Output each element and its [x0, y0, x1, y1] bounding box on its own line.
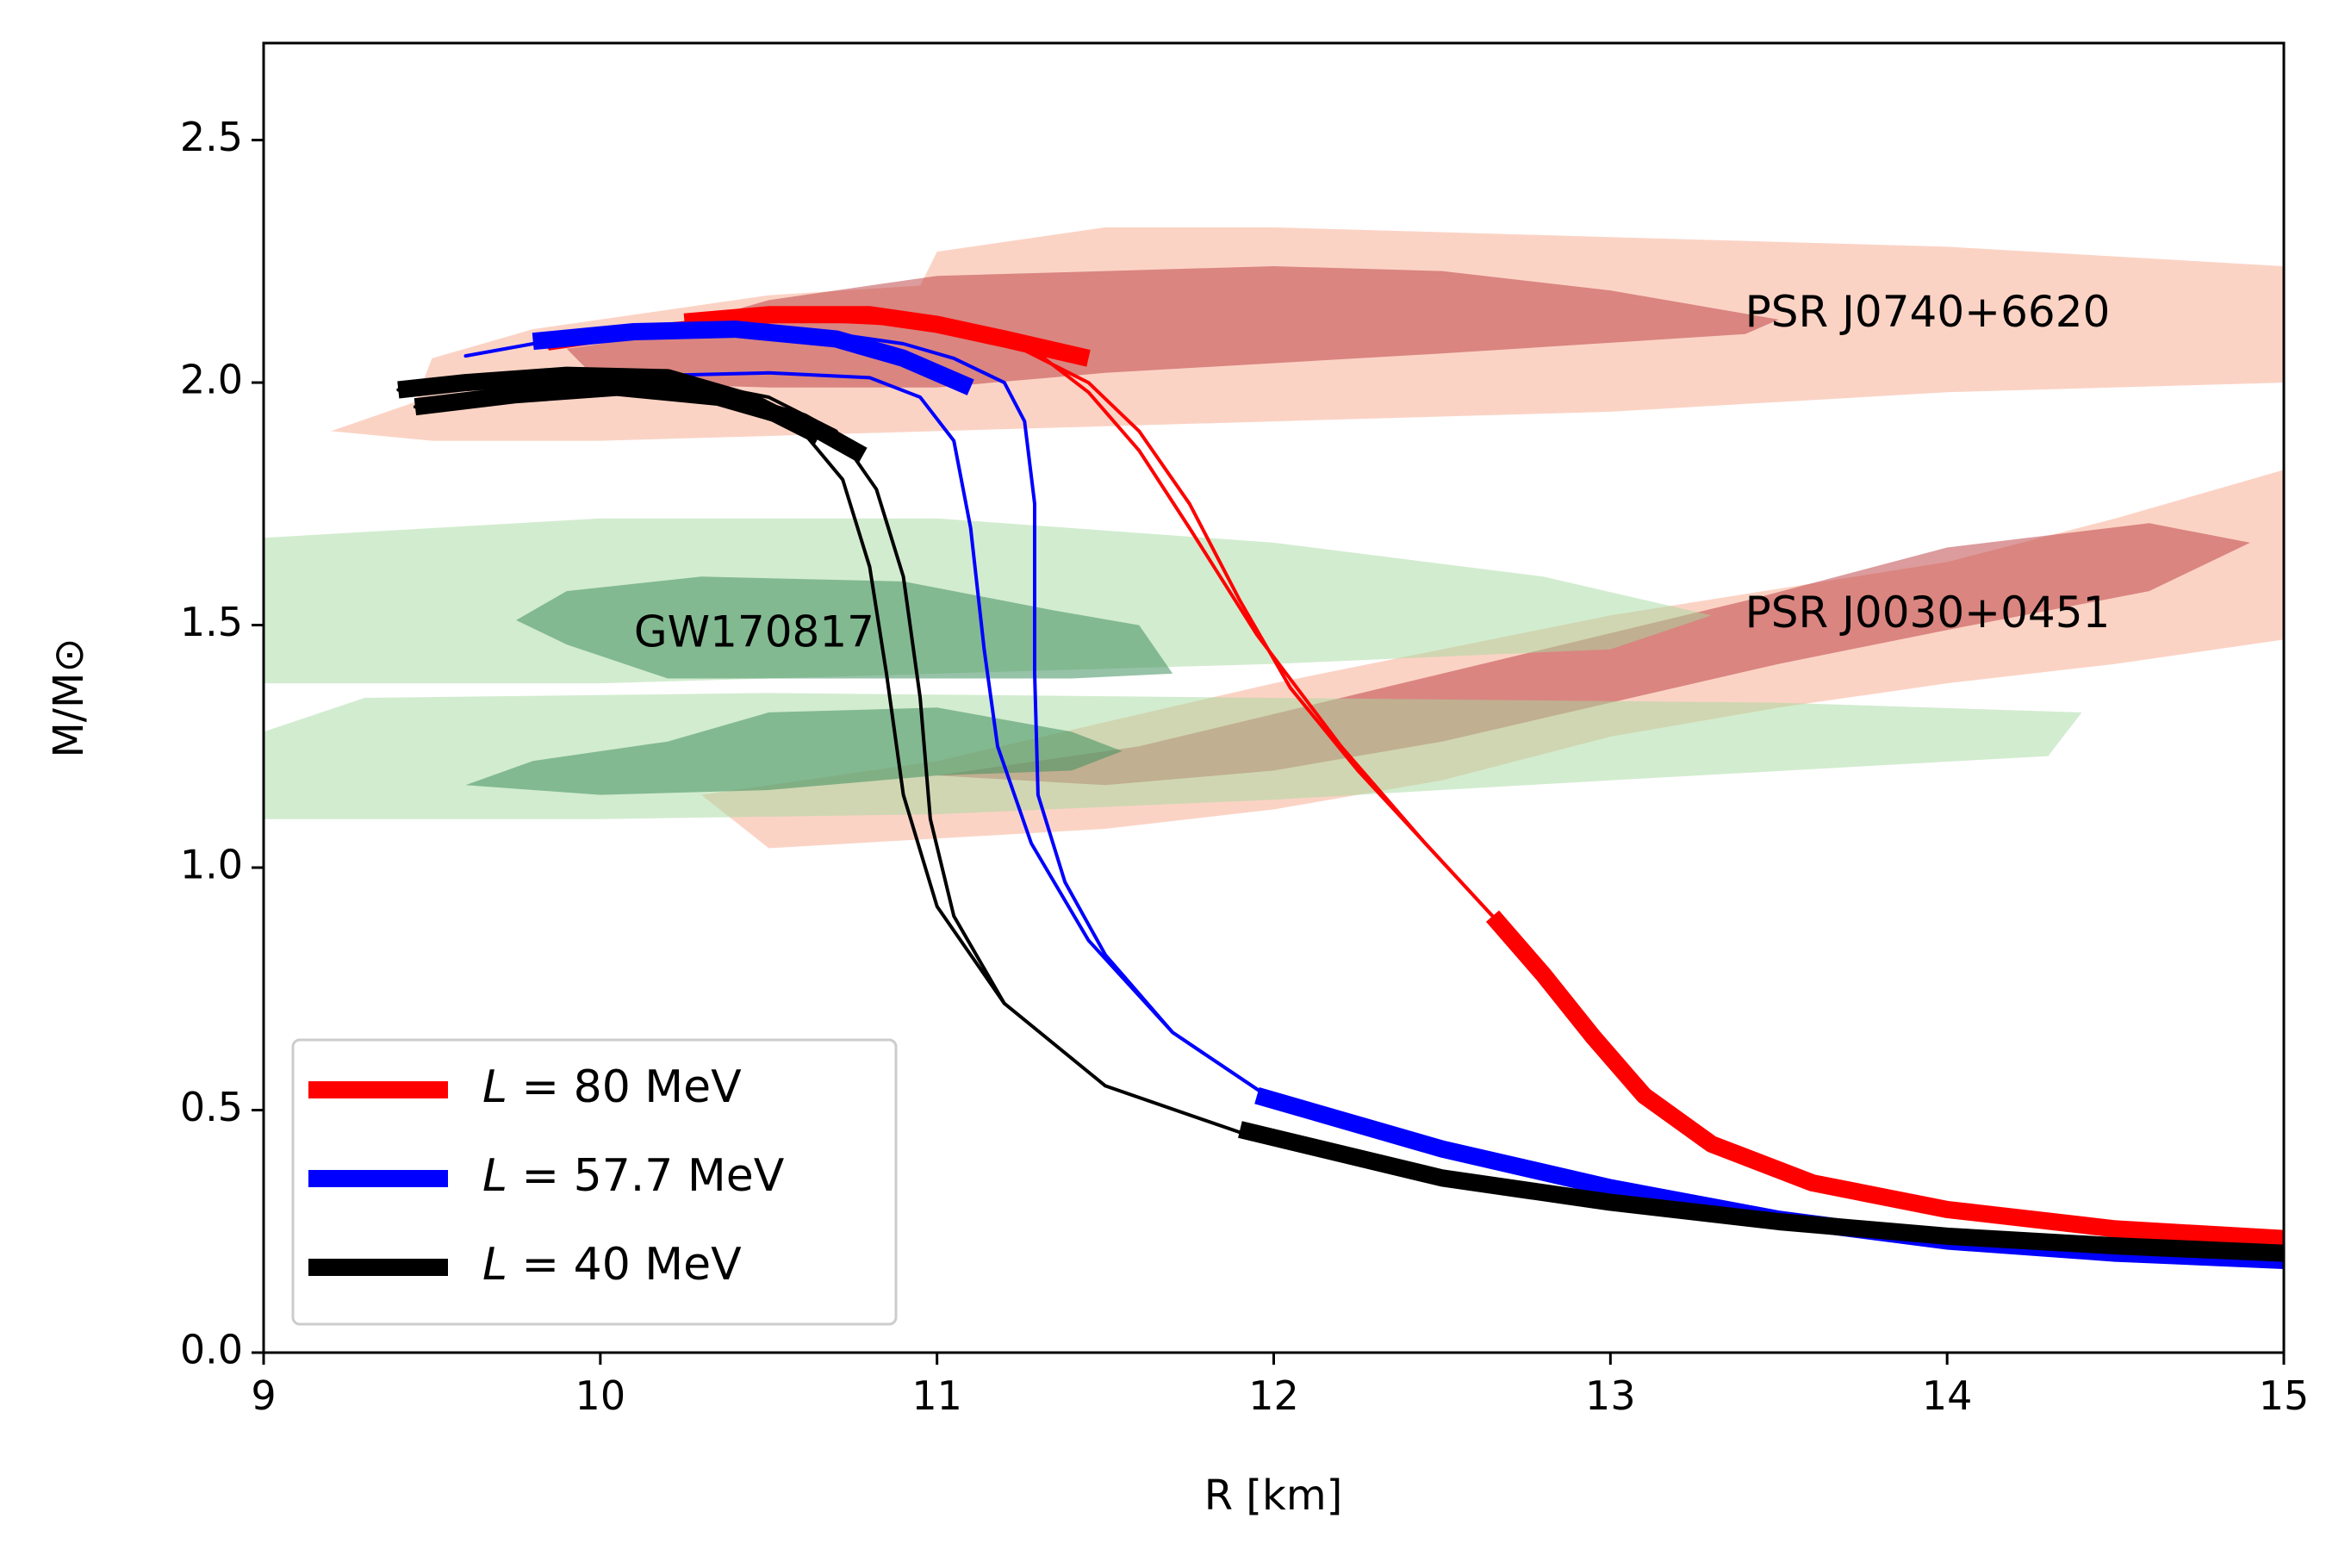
thick-segment-l-80-mev-1: [1485, 910, 2284, 1248]
annotation-psr-j0030-0451: PSR J0030+0451: [1745, 588, 2111, 638]
x-tick-label: 14: [1922, 1372, 1973, 1419]
y-tick-label: 0.5: [180, 1084, 243, 1130]
x-tick-label: 15: [2259, 1372, 2310, 1419]
region-gw170817-lower-outer: [264, 693, 2082, 819]
legend-label: L = 40 MeV: [482, 1239, 742, 1291]
legend: L = 80 MeV L = 57.7 MeV L = 40 MeV: [291, 1038, 898, 1326]
y-tick-label: 1.0: [180, 842, 243, 888]
x-tick-label: 12: [1248, 1372, 1299, 1419]
y-tick-label: 0.0: [180, 1327, 243, 1373]
region-gw170817-lower-inner: [465, 707, 1123, 795]
thick-segment-l-57-7-mev-2: [532, 320, 974, 395]
thick-segment-l-40-mev-1: [1238, 1121, 2284, 1262]
y-tick-label: 1.5: [180, 599, 243, 645]
legend-label: L = 80 MeV: [482, 1061, 742, 1113]
y-axis-title: M/M⊙: [45, 638, 93, 757]
curve-l-40-mev-2: [396, 376, 1006, 1005]
legend-box: [291, 1038, 898, 1326]
y-tick-label: 2.5: [180, 114, 243, 160]
x-tick-label: 11: [911, 1372, 962, 1419]
axes: 9 10 11 12 13 14 15 0.0 0.5 1.0 1.5 2.0 2.5: [180, 114, 2309, 1419]
curve-l-57-7-mev-2: [582, 370, 1276, 1103]
x-tick-label: 10: [575, 1372, 626, 1419]
x-tick-label: 13: [1585, 1372, 1636, 1419]
thick-segment-l-80-mev-2: [683, 306, 1091, 367]
legend-label: L = 57.7 MeV: [482, 1150, 785, 1202]
thick-segment-l-40-mev-3: [397, 366, 824, 444]
annotation-psr-j0740-6620: PSR J0740+6620: [1745, 287, 2111, 337]
y-tick-label: 2.0: [180, 357, 243, 403]
mass-radius-curves: [396, 306, 2284, 1269]
annotation-gw170817: GW170817: [634, 607, 874, 656]
x-axis-title: R [km]: [1204, 1472, 1343, 1520]
x-tick-label: 9: [251, 1372, 276, 1419]
constraint-regions: [264, 227, 2284, 849]
region-gw170817-upper-inner: [516, 576, 1173, 679]
annotations: PSR J0740+6620 PSR J0030+0451 GW170817: [634, 287, 2110, 657]
